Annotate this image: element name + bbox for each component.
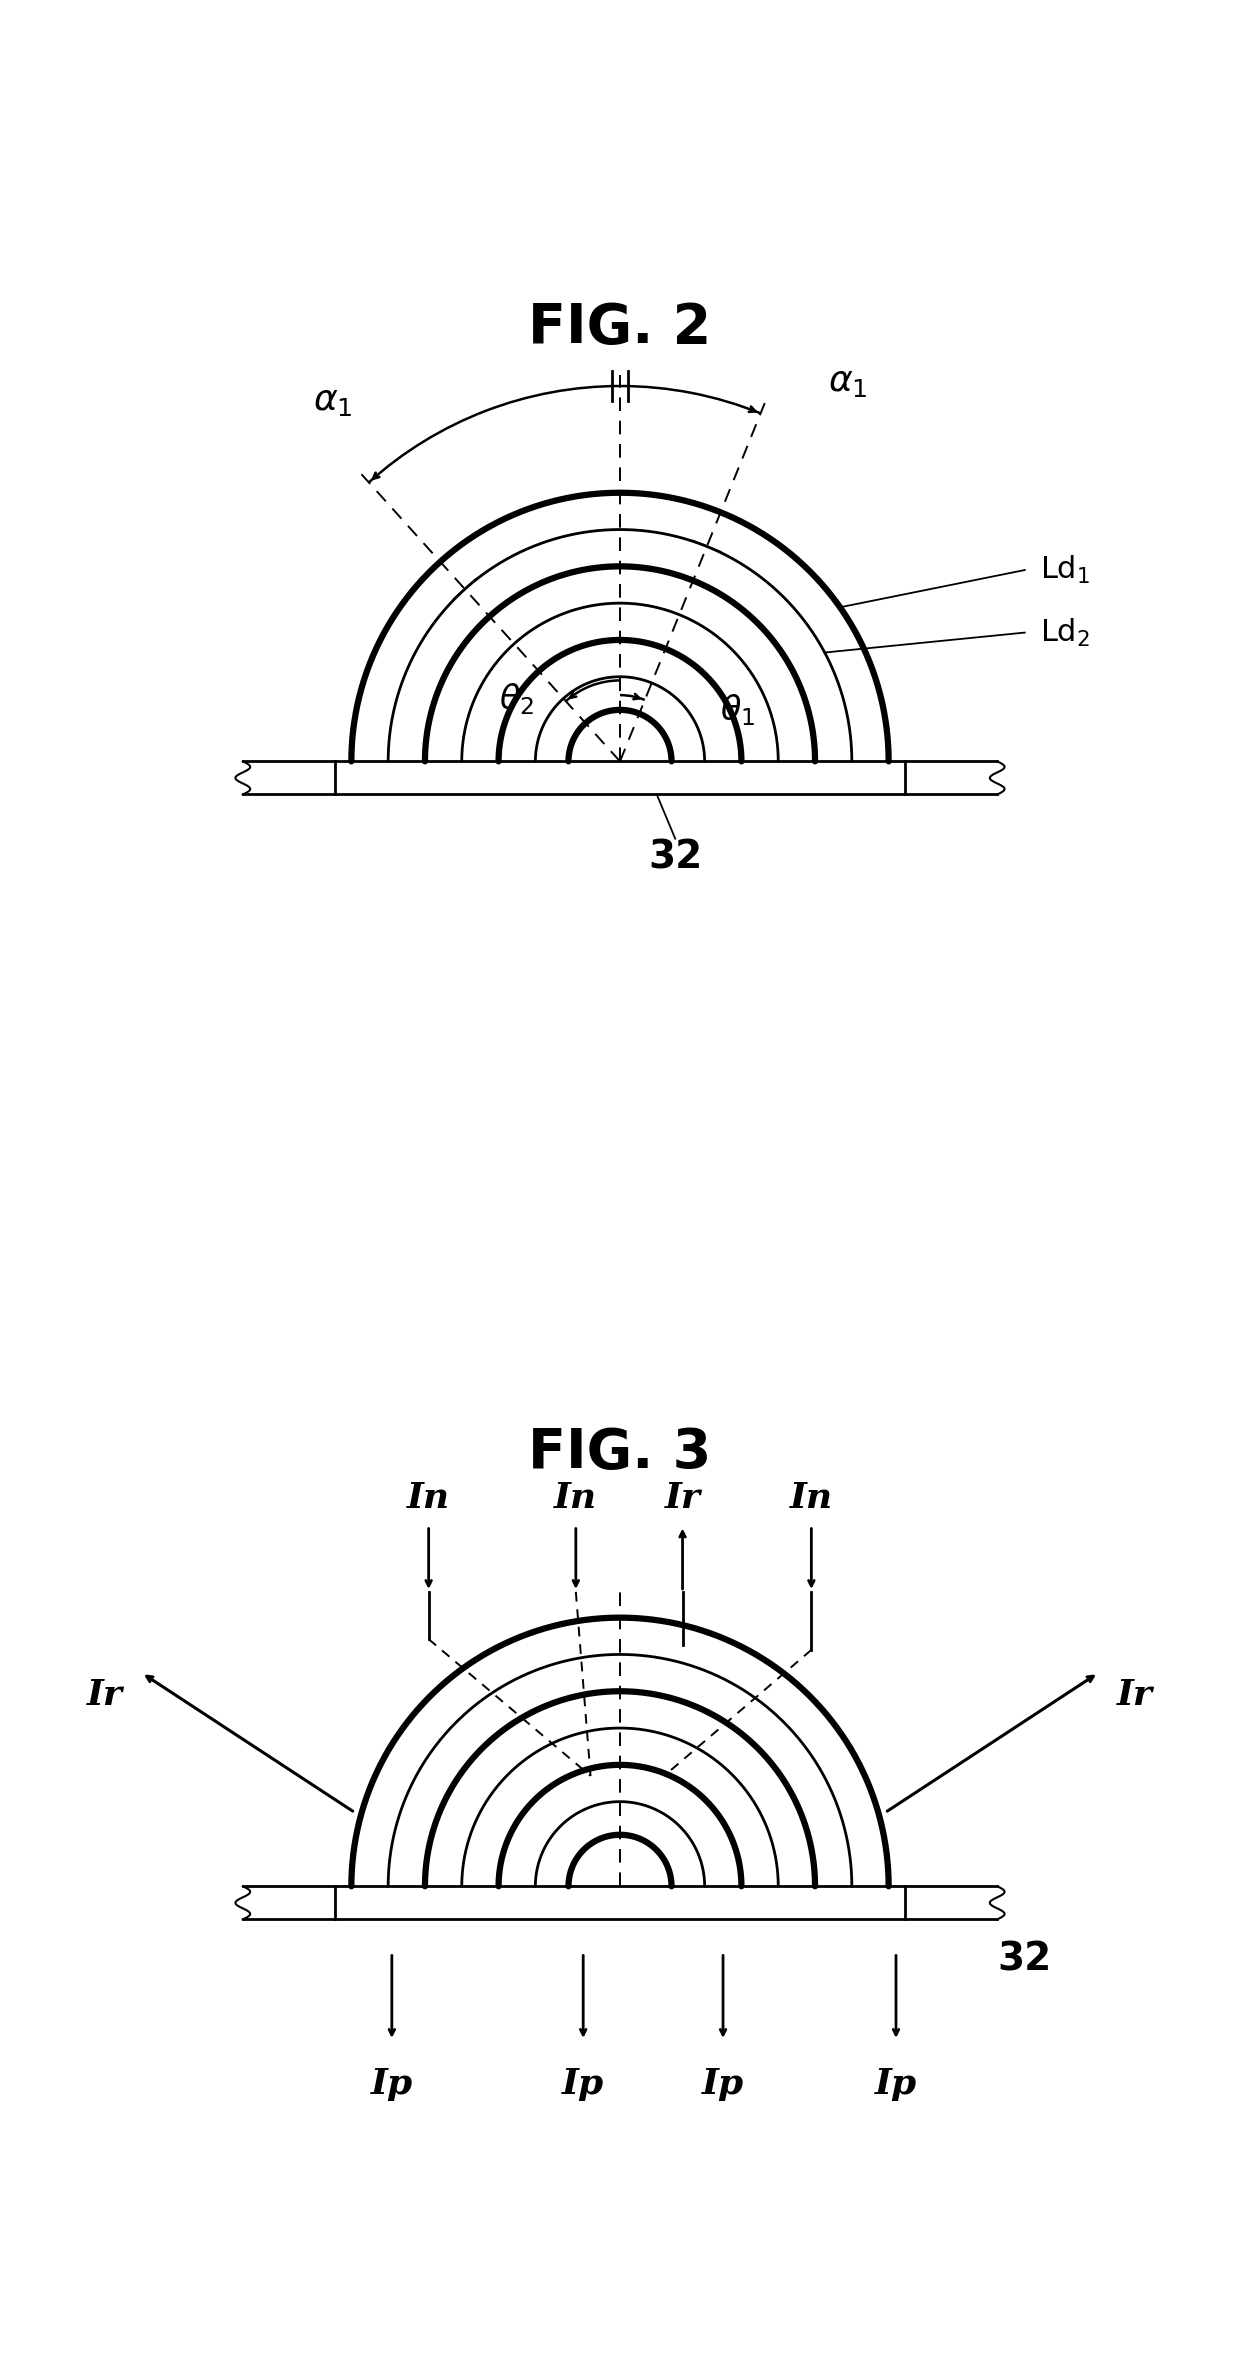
Text: $\mathrm{Ld}_2$: $\mathrm{Ld}_2$	[1039, 616, 1090, 649]
Text: $\alpha_1$: $\alpha_1$	[314, 384, 352, 417]
Text: $\theta_2$: $\theta_2$	[500, 680, 534, 716]
Text: Ir: Ir	[1117, 1678, 1153, 1711]
Text: Ip: Ip	[371, 2067, 413, 2100]
Text: Ip: Ip	[875, 2067, 918, 2100]
Text: 32: 32	[998, 1941, 1052, 1979]
Text: $\mathrm{Ld}_1$: $\mathrm{Ld}_1$	[1039, 555, 1090, 585]
Text: Ip: Ip	[702, 2067, 744, 2100]
Text: $\theta_1$: $\theta_1$	[720, 692, 755, 728]
Text: In: In	[554, 1481, 598, 1514]
Text: Ir: Ir	[665, 1481, 701, 1514]
Text: Ip: Ip	[562, 2067, 604, 2100]
Text: FIG. 3: FIG. 3	[528, 1427, 712, 1481]
Text: Ir: Ir	[87, 1678, 123, 1711]
Text: 32: 32	[649, 839, 702, 877]
Text: $\alpha_1$: $\alpha_1$	[828, 365, 868, 398]
Text: In: In	[407, 1481, 450, 1514]
Text: In: In	[790, 1481, 833, 1514]
Text: FIG. 2: FIG. 2	[528, 301, 712, 356]
